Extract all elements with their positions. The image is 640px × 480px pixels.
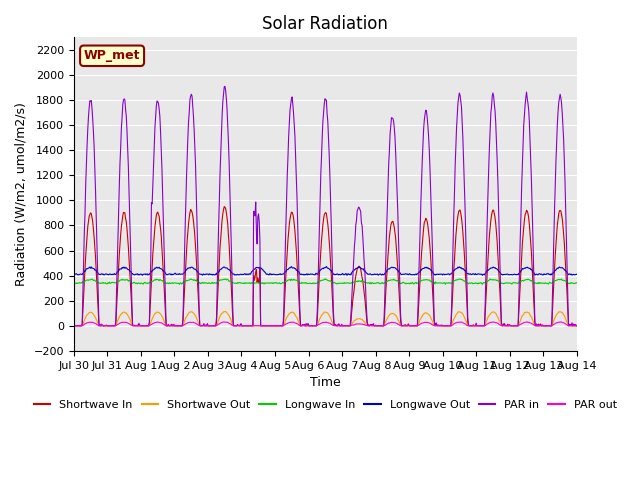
PAR out xyxy=(524,319,531,325)
Shortwave Out xyxy=(70,323,77,329)
Longwave In xyxy=(479,281,486,287)
X-axis label: Time: Time xyxy=(310,376,340,389)
PAR in xyxy=(402,323,410,329)
Shortwave In xyxy=(209,323,216,329)
Line: Longwave In: Longwave In xyxy=(74,279,577,284)
Shortwave Out xyxy=(79,322,86,327)
Line: PAR out: PAR out xyxy=(74,322,577,326)
Longwave In xyxy=(387,277,395,283)
PAR out xyxy=(401,323,408,329)
Shortwave Out xyxy=(182,315,189,321)
Shortwave In xyxy=(402,322,410,328)
Longwave Out xyxy=(138,273,146,278)
Line: Longwave Out: Longwave Out xyxy=(74,266,577,276)
Shortwave In xyxy=(79,309,86,315)
PAR out xyxy=(209,323,216,329)
Shortwave Out xyxy=(222,309,230,314)
Shortwave Out xyxy=(573,323,580,329)
PAR in xyxy=(387,122,395,128)
Title: Solar Radiation: Solar Radiation xyxy=(262,15,388,33)
Shortwave In xyxy=(131,323,138,328)
Longwave Out xyxy=(388,264,396,270)
PAR out xyxy=(131,323,138,329)
Shortwave Out xyxy=(402,323,410,329)
Shortwave Out xyxy=(387,311,395,317)
PAR out xyxy=(79,323,86,328)
Shortwave Out xyxy=(131,323,138,329)
Longwave In xyxy=(131,280,138,286)
Y-axis label: Radiation (W/m2, umol/m2/s): Radiation (W/m2, umol/m2/s) xyxy=(15,102,28,286)
PAR out xyxy=(70,323,77,329)
Shortwave In xyxy=(387,223,395,228)
Shortwave In xyxy=(573,323,580,329)
Longwave Out xyxy=(182,267,190,273)
PAR out xyxy=(182,321,189,327)
PAR out xyxy=(386,320,394,325)
Longwave In xyxy=(322,276,330,282)
Longwave In xyxy=(573,280,580,286)
Longwave Out xyxy=(403,271,410,277)
Longwave Out xyxy=(209,271,217,277)
Shortwave Out xyxy=(209,323,216,329)
PAR in xyxy=(70,323,77,329)
Longwave Out xyxy=(70,272,77,277)
Shortwave In xyxy=(70,323,77,329)
Shortwave In xyxy=(220,204,228,210)
PAR in xyxy=(573,323,580,329)
Longwave Out xyxy=(323,264,330,269)
Longwave In xyxy=(70,280,77,286)
Text: WP_met: WP_met xyxy=(84,49,140,62)
Longwave In xyxy=(182,278,189,284)
PAR in xyxy=(131,323,138,329)
Line: Shortwave Out: Shortwave Out xyxy=(74,312,577,326)
PAR in xyxy=(209,323,216,329)
Longwave Out xyxy=(131,272,138,278)
PAR out xyxy=(573,323,580,329)
PAR in xyxy=(182,201,189,206)
PAR in xyxy=(221,84,228,89)
Longwave Out xyxy=(573,272,580,277)
PAR in xyxy=(79,292,86,298)
Longwave In xyxy=(402,281,410,287)
Longwave In xyxy=(79,279,86,285)
Line: Shortwave In: Shortwave In xyxy=(74,207,577,326)
Longwave In xyxy=(209,279,216,285)
Shortwave In xyxy=(182,263,189,269)
Longwave Out xyxy=(79,271,86,276)
Legend: Shortwave In, Shortwave Out, Longwave In, Longwave Out, PAR in, PAR out: Shortwave In, Shortwave Out, Longwave In… xyxy=(29,396,621,414)
Line: PAR in: PAR in xyxy=(74,86,577,326)
